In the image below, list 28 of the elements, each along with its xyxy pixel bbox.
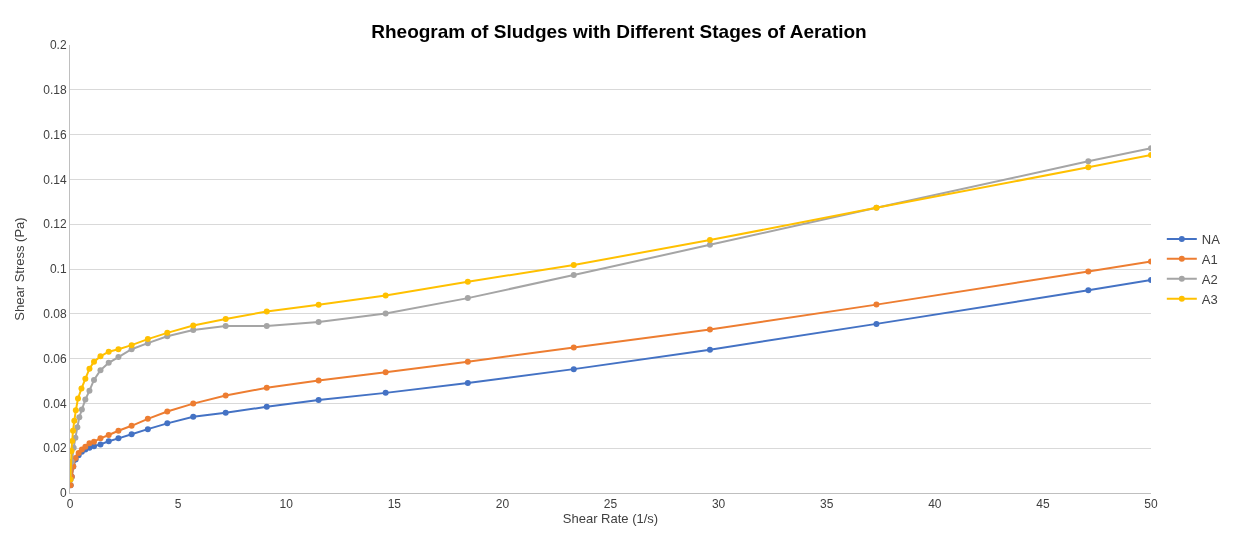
y-tick-label: 0.06 — [43, 351, 67, 366]
x-tick-label: 50 — [1144, 497, 1158, 512]
chart-title: Rheogram of Sludges with Different Stages of Aeration — [371, 20, 867, 42]
y-tick-label: 0.14 — [43, 172, 67, 187]
x-tick-label: 45 — [1036, 497, 1050, 512]
y-tick-label: 0.16 — [43, 127, 67, 142]
y-axis-title: Shear Stress (Pa) — [12, 217, 28, 321]
y-tick-label: 0.04 — [43, 396, 67, 411]
y-tick-label: 0.1 — [49, 262, 67, 277]
x-tick-label: 35 — [820, 497, 834, 512]
x-tick-label: 20 — [495, 497, 510, 512]
x-tick-label: 25 — [603, 497, 618, 512]
x-tick-label: 10 — [279, 497, 294, 512]
x-axis-title: Shear Rate (1/s) — [562, 511, 659, 527]
x-tick-label: 15 — [387, 497, 402, 512]
legend-label: NA — [1201, 232, 1221, 248]
y-tick-label: 0 — [59, 486, 67, 501]
y-tick-label: 0.12 — [43, 217, 67, 232]
y-tick-label: 0.18 — [43, 83, 67, 97]
x-tick-label: 5 — [174, 497, 182, 512]
legend-label: A2 — [1201, 271, 1218, 287]
legend-label: A1 — [1201, 251, 1218, 267]
y-tick-label: 0.2 — [49, 38, 67, 53]
y-tick-label: 0.02 — [43, 441, 67, 456]
x-tick-label: 30 — [711, 497, 726, 512]
legend-label: A3 — [1201, 291, 1218, 307]
x-tick-label: 40 — [928, 497, 942, 512]
y-tick-label: 0.08 — [43, 307, 67, 321]
